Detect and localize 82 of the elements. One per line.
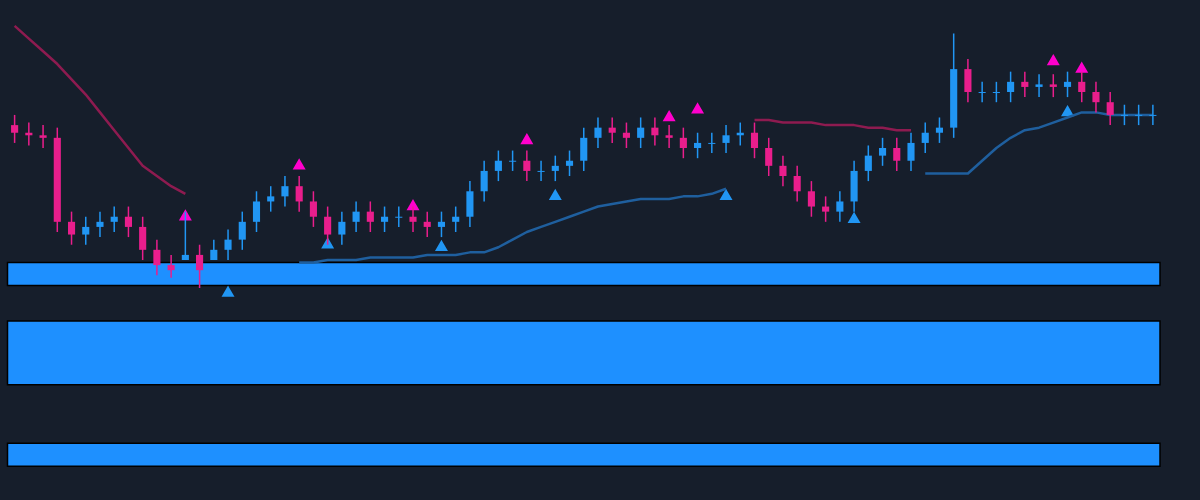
candlestick — [437, 210, 446, 238]
candlestick — [352, 200, 360, 233]
candlestick — [11, 114, 19, 144]
candlestick — [309, 190, 317, 228]
candlestick — [722, 124, 730, 154]
candlestick — [124, 205, 132, 238]
candlestick — [907, 131, 915, 172]
candlestick — [565, 149, 574, 177]
candlestick — [1049, 73, 1057, 98]
candlestick — [1120, 104, 1128, 126]
point — [1047, 55, 1059, 66]
point — [1076, 62, 1088, 73]
point — [663, 111, 675, 122]
candlestick — [651, 116, 659, 147]
point — [293, 159, 305, 170]
candlestick — [181, 210, 189, 261]
candlestick — [822, 195, 830, 223]
candlestick — [750, 121, 759, 159]
candlestick — [110, 205, 118, 233]
candlestick — [196, 243, 204, 289]
candlestick — [452, 205, 460, 233]
candlestick — [537, 159, 545, 182]
candlestick — [1106, 91, 1114, 126]
candlestick — [281, 175, 289, 208]
candlestick — [224, 228, 232, 261]
candlestick — [295, 175, 303, 213]
candlestick — [139, 215, 147, 261]
candlestick — [1149, 104, 1157, 126]
candlestick — [381, 205, 389, 233]
candlestick — [167, 254, 175, 279]
candlestick — [1007, 70, 1015, 103]
candlestick — [153, 238, 161, 277]
candlestick — [551, 154, 559, 182]
candlestick — [67, 210, 76, 246]
candlestick — [608, 116, 616, 144]
point — [720, 190, 732, 201]
point — [521, 134, 533, 145]
candlestick — [793, 165, 801, 203]
candlestick — [807, 180, 815, 218]
candlestick — [423, 210, 431, 238]
candlestick — [594, 116, 602, 149]
candlestick — [864, 144, 872, 182]
candlestick — [1035, 73, 1043, 98]
candlestick — [878, 137, 887, 167]
candlestick — [836, 190, 844, 223]
point — [1061, 106, 1074, 117]
candlestick — [622, 121, 630, 149]
candlestick — [694, 131, 702, 159]
candlestick — [779, 154, 787, 187]
candlestick — [509, 149, 517, 172]
point — [848, 213, 860, 224]
candlestick — [580, 126, 588, 172]
candlestick — [39, 124, 47, 149]
candlestick — [338, 210, 346, 246]
candlestick — [1063, 70, 1072, 98]
candlestick — [1092, 81, 1100, 114]
candlestick — [267, 185, 275, 213]
candlestick — [978, 81, 986, 103]
candlestick — [238, 210, 246, 251]
candlestick — [395, 205, 403, 228]
candlestick — [1135, 104, 1143, 126]
point — [692, 103, 704, 114]
candlestick — [921, 121, 929, 154]
candlestick — [96, 210, 104, 238]
candlestick — [637, 116, 645, 149]
candlestick — [893, 137, 901, 172]
candlestick — [765, 137, 773, 177]
candlestick — [935, 116, 944, 144]
candlestick — [708, 131, 716, 154]
candlestick — [494, 149, 502, 182]
candlestick — [992, 81, 1000, 103]
candlestick — [82, 215, 90, 246]
candlestick — [252, 190, 261, 233]
candlestick — [1021, 70, 1029, 98]
candlestick — [964, 58, 972, 103]
candlestick — [665, 124, 673, 149]
candlestick — [366, 200, 374, 233]
point — [222, 286, 234, 297]
candlestick — [679, 126, 687, 159]
candlestick — [480, 159, 488, 203]
candlestick — [523, 149, 531, 182]
candlestick — [324, 205, 332, 246]
